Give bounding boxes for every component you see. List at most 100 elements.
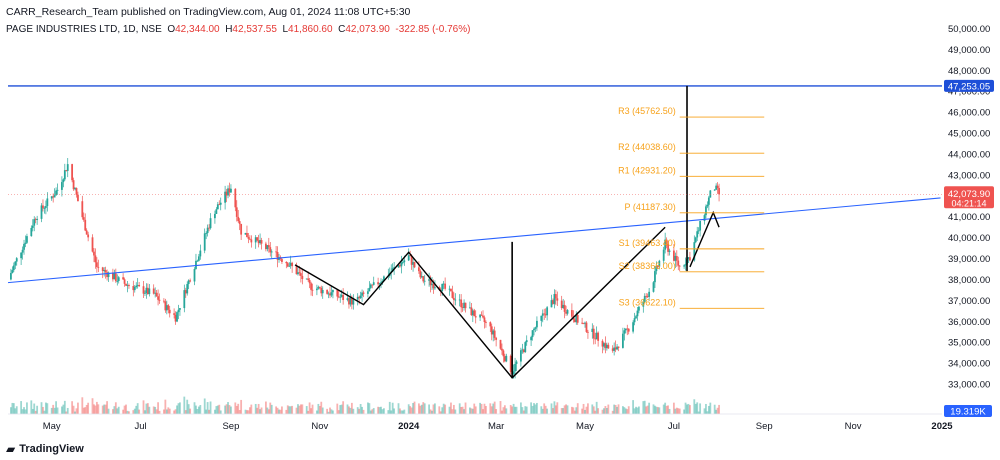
- candle-body: [299, 273, 302, 276]
- candle-body: [87, 234, 90, 238]
- volume-bar: [218, 404, 221, 414]
- volume-bar: [11, 402, 14, 414]
- volume-bar: [471, 408, 474, 414]
- candle-body: [372, 282, 375, 285]
- candle-body: [441, 283, 444, 292]
- candle-body: [106, 272, 108, 278]
- candle-body: [576, 315, 579, 323]
- candle-body: [281, 259, 283, 262]
- volume-bar: [235, 405, 238, 414]
- candle-body: [413, 262, 416, 268]
- candle-body: [186, 284, 189, 294]
- volume-bar: [65, 411, 68, 414]
- volume-bar: [288, 406, 291, 414]
- candle-body: [116, 280, 119, 282]
- candle-body: [183, 290, 186, 309]
- candle-body: [21, 249, 24, 253]
- volume-bar: [348, 406, 350, 414]
- candle-body: [423, 280, 426, 282]
- volume-bar: [107, 408, 110, 414]
- candle-body: [66, 164, 69, 171]
- candle-body: [684, 264, 687, 266]
- volume-bar: [23, 407, 25, 414]
- volume-bar: [418, 403, 420, 414]
- volume-bar: [452, 404, 455, 414]
- volume-bar: [266, 407, 269, 414]
- volume-bar: [550, 403, 553, 414]
- candle-body: [316, 288, 318, 291]
- candle-body: [371, 284, 374, 286]
- candle-body: [490, 326, 493, 335]
- candle-body: [219, 202, 222, 205]
- pivot-label: S3 (36622.10): [619, 297, 676, 307]
- volume-bar: [597, 408, 600, 414]
- volume-bar: [601, 409, 604, 414]
- volume-bar: [397, 403, 400, 414]
- candle-body: [431, 283, 433, 286]
- candle-body: [444, 283, 447, 289]
- candle-body: [621, 333, 624, 348]
- volume-bar: [431, 410, 433, 414]
- volume-bar: [123, 405, 126, 414]
- volume-bars: [8, 396, 942, 415]
- volume-bar: [247, 410, 250, 414]
- candle-body: [601, 340, 604, 347]
- volume-badge: [944, 405, 992, 417]
- candle-body: [348, 298, 350, 305]
- candle-body: [326, 289, 329, 294]
- volume-bar: [267, 409, 270, 414]
- candle-body: [114, 273, 117, 282]
- volume-bar: [407, 404, 410, 414]
- candle-body: [603, 343, 605, 347]
- volume-bar: [403, 409, 406, 414]
- volume-bar: [490, 406, 493, 414]
- candle-body: [254, 237, 257, 243]
- tradingview-logo[interactable]: ▰ TradingView: [6, 442, 84, 456]
- volume-bar: [152, 406, 155, 414]
- volume-bar: [521, 407, 524, 414]
- volume-bar: [493, 401, 496, 414]
- candle-body: [627, 328, 630, 332]
- candle-body: [362, 292, 365, 294]
- volume-bar: [84, 407, 87, 414]
- candle-body: [165, 305, 168, 311]
- candle-body: [206, 227, 209, 234]
- candle-body: [533, 328, 535, 331]
- volume-bar: [104, 404, 107, 414]
- volume-bar: [400, 410, 403, 414]
- volume-bar: [43, 410, 46, 414]
- open-value: 42,344.00: [175, 24, 220, 35]
- candle-body: [50, 196, 53, 199]
- volume-bar: [342, 401, 345, 414]
- candle-body: [358, 296, 361, 299]
- candle-body: [469, 307, 471, 309]
- low-label: L: [282, 24, 289, 35]
- volume-bar: [604, 406, 607, 414]
- volume-bar: [361, 406, 363, 414]
- volume-bar: [183, 396, 186, 414]
- volume-bar: [53, 407, 56, 414]
- candle-body: [473, 310, 476, 317]
- candle-body: [12, 265, 15, 271]
- candle-body: [107, 272, 110, 278]
- candle-body: [418, 267, 420, 272]
- volume-bar: [337, 410, 340, 414]
- price-badge: [944, 186, 994, 209]
- candle-body: [94, 255, 97, 263]
- candle-body: [350, 297, 353, 305]
- candle-body: [342, 294, 345, 301]
- candle-body: [97, 266, 100, 268]
- volume-bar: [709, 402, 712, 414]
- y-tick-label: 40,000.00: [948, 233, 990, 244]
- candle-body: [23, 243, 25, 250]
- candle-body: [256, 237, 259, 241]
- volume-bar: [82, 407, 85, 414]
- high-value: 42,537.55: [232, 24, 277, 35]
- candle-body: [521, 349, 524, 351]
- volume-bar: [359, 404, 362, 414]
- resistance-badge-text: 47,253.05: [948, 81, 990, 92]
- volume-bar: [291, 405, 294, 414]
- volume-bar: [626, 409, 629, 414]
- volume-bar: [346, 404, 349, 414]
